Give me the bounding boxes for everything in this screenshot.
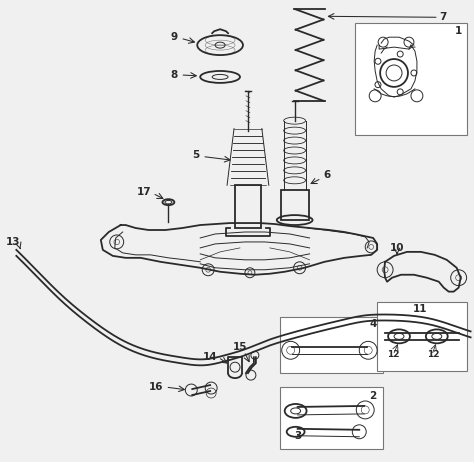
Text: 8: 8 xyxy=(171,70,178,80)
Text: 1: 1 xyxy=(455,26,462,36)
Bar xyxy=(280,387,383,449)
Bar xyxy=(377,302,466,371)
Text: 13: 13 xyxy=(6,237,20,247)
Bar xyxy=(280,317,383,373)
Text: 16: 16 xyxy=(149,382,164,392)
Text: 14: 14 xyxy=(203,352,218,362)
Text: 12: 12 xyxy=(387,350,399,359)
Text: 10: 10 xyxy=(390,243,404,253)
Text: 15: 15 xyxy=(233,342,247,353)
Bar xyxy=(235,185,261,228)
Text: 12: 12 xyxy=(427,350,439,359)
Bar xyxy=(356,23,466,134)
Text: 17: 17 xyxy=(137,187,152,197)
Text: 5: 5 xyxy=(192,151,200,160)
Text: 6: 6 xyxy=(324,170,331,180)
Text: 2: 2 xyxy=(370,391,377,401)
Text: 9: 9 xyxy=(171,32,178,42)
Text: 7: 7 xyxy=(439,12,446,22)
Bar xyxy=(281,190,309,220)
Text: 4: 4 xyxy=(370,319,377,329)
Text: 3: 3 xyxy=(294,431,301,441)
Text: 11: 11 xyxy=(413,304,427,314)
